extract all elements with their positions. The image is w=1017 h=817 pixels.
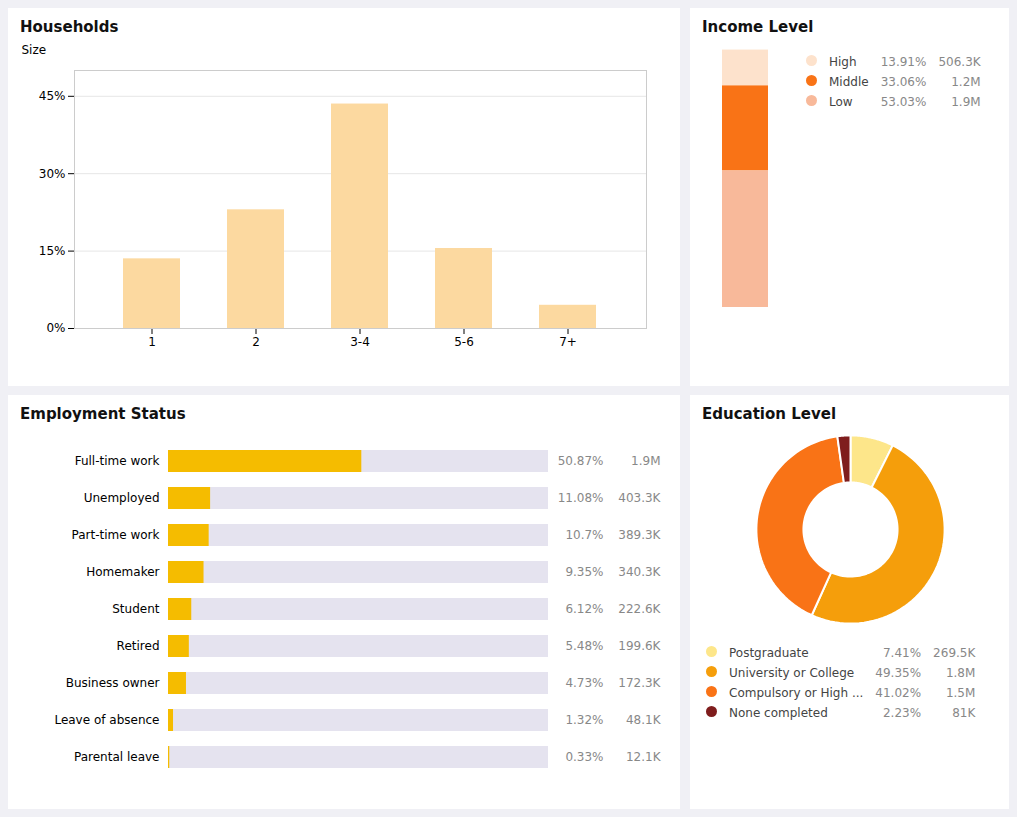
html-text:None completed: None completed [729,706,828,720]
svg-text:Unemployed: Unemployed [84,491,160,505]
svg-text:48.1K: 48.1K [626,713,662,727]
html-text:Households: Households [20,18,119,36]
svg-text:Homemaker: Homemaker [86,565,159,579]
html-text:269.5K: 269.5K [933,646,976,660]
html-text:Employment Status: Employment Status [20,405,186,423]
html-text:Income Level: Income Level [702,18,814,36]
svg-text:Student: Student [112,602,160,616]
svg-text:1.9M: 1.9M [631,454,660,468]
html-text:2.23%: 2.23% [883,706,922,720]
svg-text:45%: 45% [39,89,66,103]
svg-text:9.35%: 9.35% [565,565,603,579]
svg-text:Retired: Retired [117,639,160,653]
html-text:49.35%: 49.35% [875,666,922,680]
svg-text:7+: 7+ [559,335,577,349]
html-text:7.41%: 7.41% [883,646,922,660]
svg-text:389.3K: 389.3K [618,528,661,542]
svg-text:Size: Size [22,43,47,57]
svg-text:0.33%: 0.33% [565,750,603,764]
html-text:Compulsory or High ...: Compulsory or High ... [729,686,864,700]
html-text:1.5M: 1.5M [945,686,976,700]
html-text:81K: 81K [952,706,976,720]
html-text:Education Level: Education Level [702,405,836,423]
html-text:41.02%: 41.02% [875,686,922,700]
svg-text:Business owner: Business owner [66,676,160,690]
svg-text:199.6K: 199.6K [618,639,661,653]
svg-text:15%: 15% [39,244,66,258]
svg-text:403.3K: 403.3K [618,491,661,505]
svg-text:1.32%: 1.32% [565,713,603,727]
svg-text:0%: 0% [46,321,65,335]
svg-text:172.3K: 172.3K [618,676,661,690]
svg-text:340.3K: 340.3K [618,565,661,579]
svg-text:5-6: 5-6 [454,335,474,349]
svg-text:Part-time work: Part-time work [72,528,160,542]
html-text:Low: Low [829,95,853,109]
html-text:53.03%: 53.03% [880,95,927,109]
svg-text:50.87%: 50.87% [558,454,604,468]
html-text:University or College: University or College [729,666,855,680]
html-text:Postgraduate: Postgraduate [729,646,809,660]
svg-text:11.08%: 11.08% [558,491,604,505]
svg-text:30%: 30% [39,167,66,181]
svg-text:Full-time work: Full-time work [75,454,160,468]
svg-text:4.73%: 4.73% [565,676,603,690]
svg-text:222.6K: 222.6K [618,602,661,616]
html-text:1.8M: 1.8M [945,666,976,680]
svg-text:6.12%: 6.12% [565,602,603,616]
svg-text:12.1K: 12.1K [626,750,662,764]
svg-text:3-4: 3-4 [350,335,370,349]
html-text:1.9M: 1.9M [951,95,981,109]
html-text:High: High [829,55,857,69]
html-text:Middle: Middle [829,75,869,89]
html-text:506.3K: 506.3K [938,55,981,69]
html-text:1.2M: 1.2M [951,75,981,89]
svg-text:Leave of absence: Leave of absence [54,713,159,727]
svg-text:1: 1 [148,335,156,349]
svg-text:10.7%: 10.7% [565,528,603,542]
svg-text:5.48%: 5.48% [565,639,603,653]
svg-text:Parental leave: Parental leave [74,750,159,764]
svg-text:2: 2 [252,335,260,349]
html-text:13.91%: 13.91% [880,55,927,69]
html-text:33.06%: 33.06% [880,75,927,89]
